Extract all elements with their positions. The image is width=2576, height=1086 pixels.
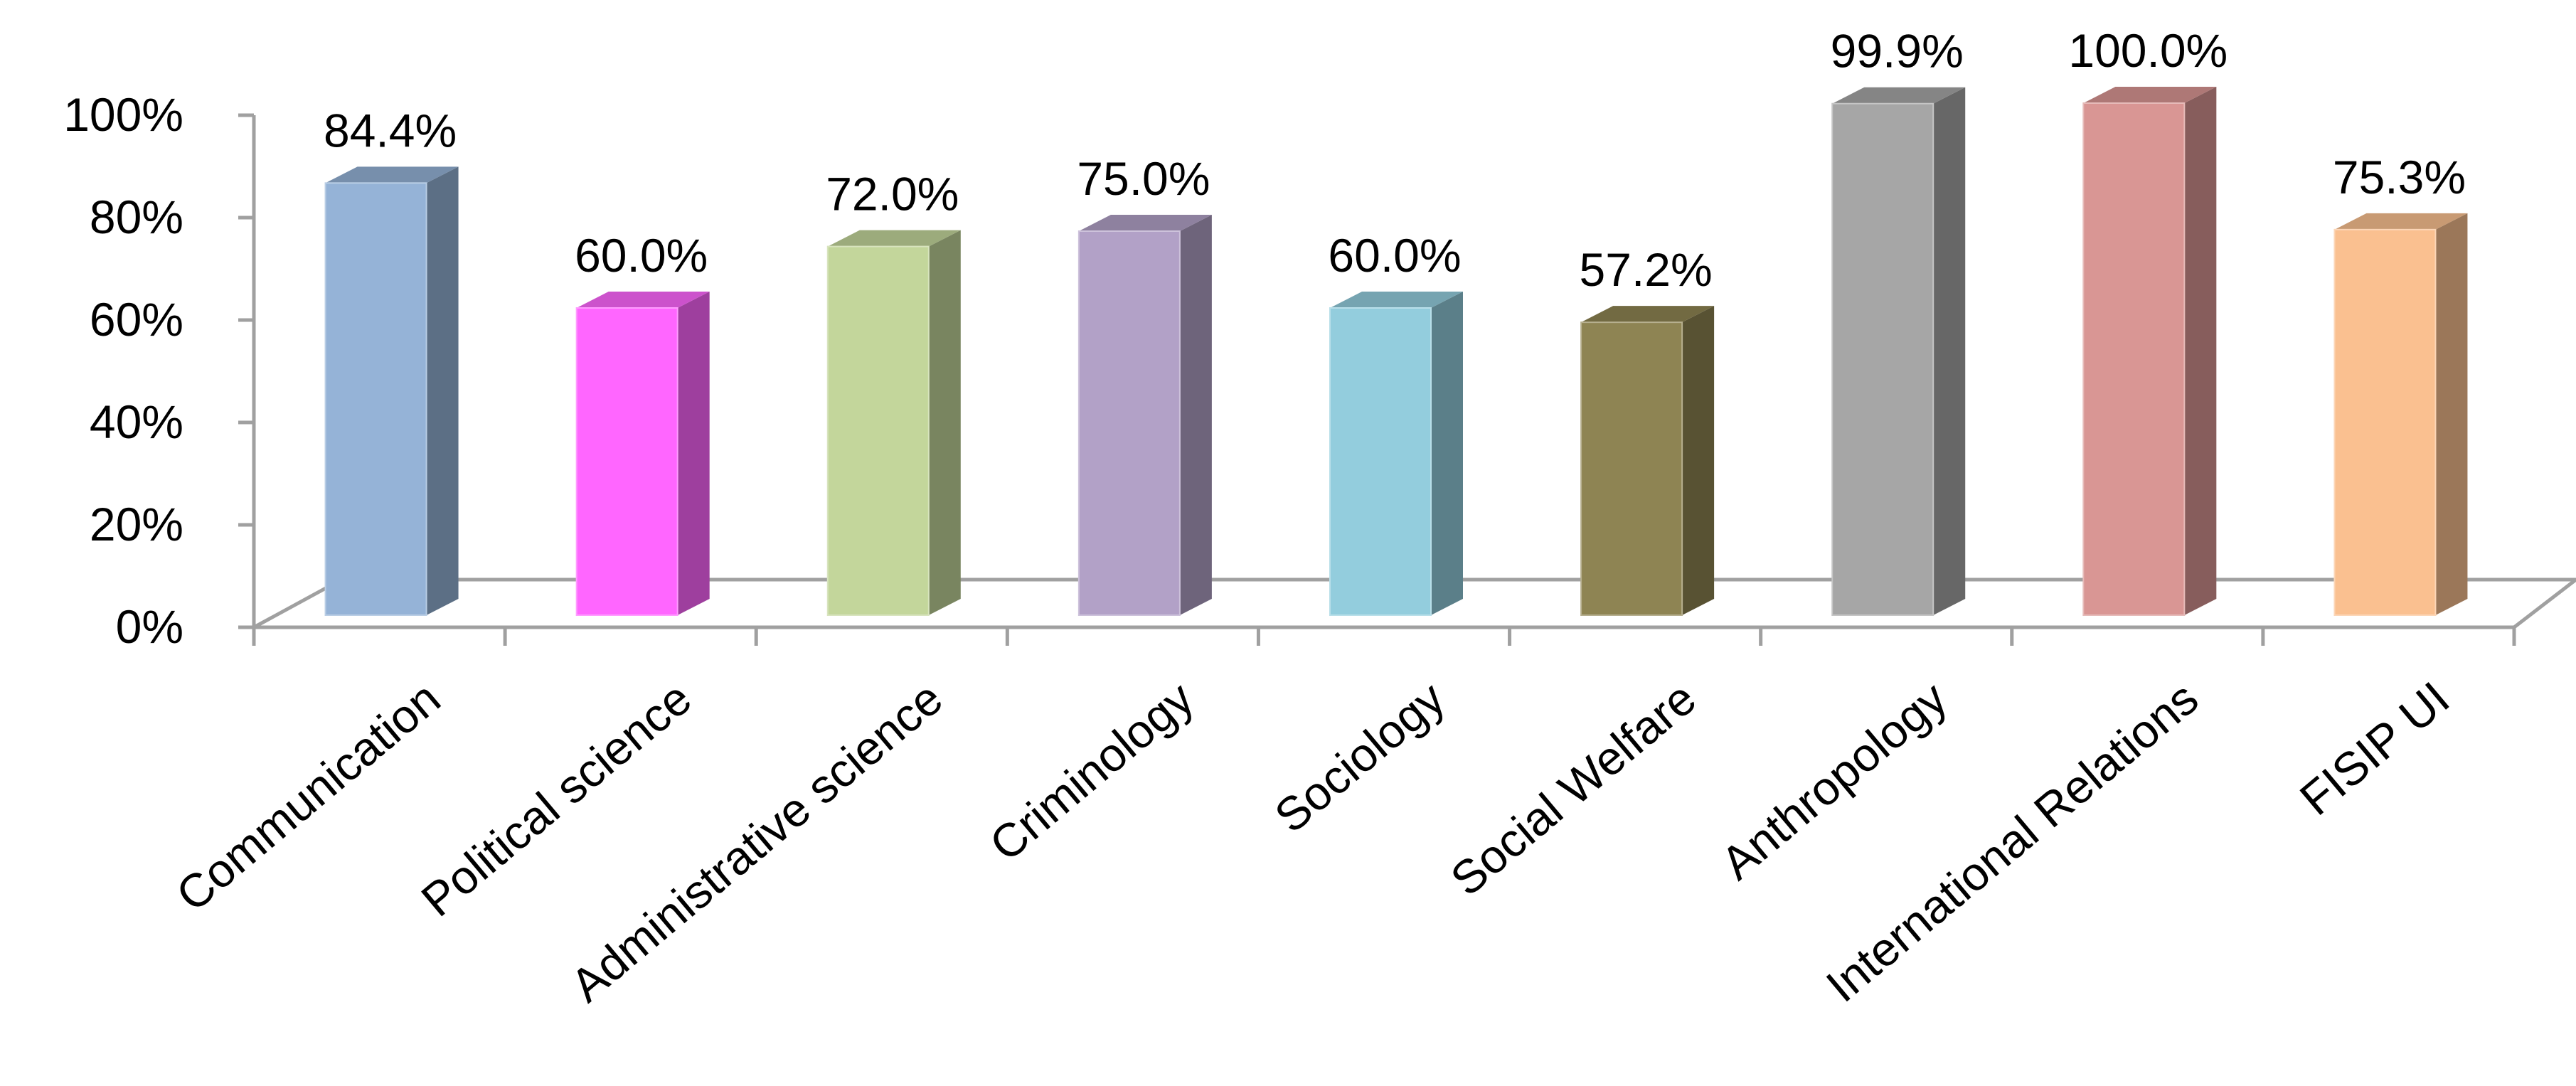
bar-top [1581, 306, 1715, 323]
bars [324, 87, 2468, 617]
bar-criminology [1077, 230, 1181, 616]
y-tick-label: 0% [116, 600, 183, 653]
bar-top [2083, 87, 2217, 103]
x-category-label: Anthropology [1711, 671, 1957, 890]
y-tick-label: 20% [90, 498, 183, 550]
bar-top [1832, 87, 1966, 104]
y-tick-label: 100% [63, 88, 183, 141]
bar-communication [324, 182, 427, 616]
bar-political-science [575, 307, 678, 616]
x-category-label: FISIP UI [2290, 671, 2459, 825]
bar-side [1431, 292, 1463, 615]
bar-top [576, 292, 710, 308]
bar-side [2435, 213, 2468, 616]
y-tick-label: 60% [90, 293, 183, 346]
x-category-label: Communication [166, 671, 450, 921]
bar-top [1330, 292, 1463, 308]
data-label: 57.2% [1580, 243, 1713, 296]
bar-side [1179, 215, 1212, 615]
data-label: 84.4% [324, 104, 457, 156]
y-tick-label: 40% [90, 395, 183, 448]
x-category-label: Sociology [1265, 671, 1454, 843]
y-tick-label: 80% [90, 191, 183, 243]
data-label: 100.0% [2068, 24, 2228, 77]
bar-social-welfare [1580, 321, 1683, 616]
x-category-label: Political science [411, 671, 701, 927]
data-label: 72.0% [826, 168, 959, 220]
data-label: 75.3% [2333, 151, 2466, 203]
bar-sociology [1329, 307, 1432, 616]
bar-side [928, 230, 961, 616]
data-label: 99.9% [1831, 25, 1964, 78]
bar-administrative-science [826, 245, 930, 617]
bar-side [677, 292, 710, 615]
bar-anthropology [1831, 102, 1934, 617]
bar-top [1078, 215, 1212, 231]
bar-side [1682, 306, 1715, 615]
bar-side [426, 166, 459, 615]
x-category-label: Social Welfare [1441, 671, 1706, 905]
bar-fisip-ui [2333, 228, 2437, 616]
bar-international-relations [2082, 102, 2186, 616]
data-label: 60.0% [575, 229, 708, 282]
bar-top [325, 166, 459, 183]
bar-top [827, 230, 961, 247]
data-label: 60.0% [1328, 229, 1461, 282]
bar-side [2184, 87, 2217, 615]
x-category-label: Criminology [979, 671, 1203, 871]
data-label: 75.0% [1077, 152, 1210, 205]
bar-top [2334, 213, 2468, 230]
bar-side [1933, 87, 1966, 616]
